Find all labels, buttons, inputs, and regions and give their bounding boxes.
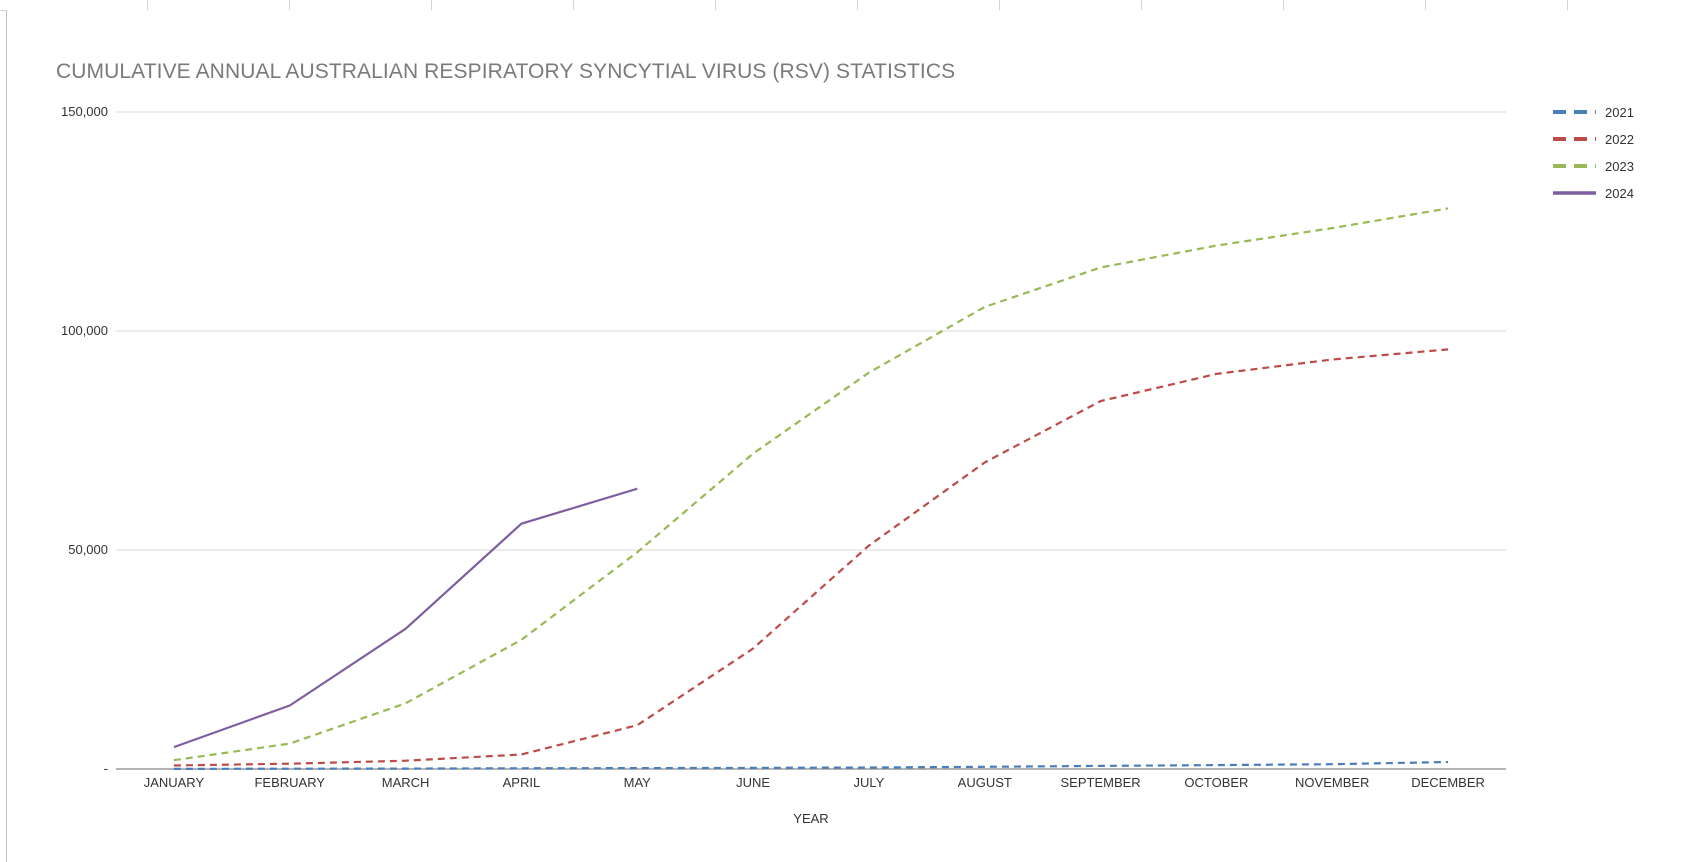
x-tick-label: FEBRUARY xyxy=(254,775,325,790)
y-tick-label: 150,000 xyxy=(61,104,108,119)
grid-column-line xyxy=(715,0,716,10)
series-line-2022[interactable] xyxy=(173,348,1449,767)
grid-column-line xyxy=(999,0,1000,10)
grid-column-line xyxy=(573,0,574,10)
x-tick-label: NOVEMBER xyxy=(1295,775,1369,790)
legend-label: 2021 xyxy=(1605,105,1634,120)
legend-label: 2023 xyxy=(1605,159,1634,174)
y-tick-label: 50,000 xyxy=(68,542,108,557)
series-line-2023[interactable] xyxy=(173,207,1449,762)
x-tick-label: APRIL xyxy=(503,775,541,790)
grid-column-line xyxy=(857,0,858,10)
x-tick-label: JUNE xyxy=(736,775,770,790)
legend-label: 2022 xyxy=(1605,132,1634,147)
grid-column-line xyxy=(1283,0,1284,10)
grid-column-line xyxy=(1141,0,1142,10)
grid-column-line xyxy=(147,0,148,10)
x-tick-label: JANUARY xyxy=(144,775,205,790)
grid-column-line xyxy=(1425,0,1426,10)
y-tick-label: - xyxy=(104,761,108,776)
x-tick-label: DECEMBER xyxy=(1411,775,1485,790)
x-tick-label: MARCH xyxy=(382,775,430,790)
x-tick-label: MAY xyxy=(624,775,652,790)
grid-column-line xyxy=(289,0,290,10)
series-line-2021[interactable] xyxy=(173,760,1449,771)
series-line-2024[interactable] xyxy=(173,487,638,749)
grid-column-line xyxy=(431,0,432,10)
grid-column-line xyxy=(1567,0,1568,10)
chart-title: CUMULATIVE ANNUAL AUSTRALIAN RESPIRATORY… xyxy=(56,60,956,83)
x-tick-label: OCTOBER xyxy=(1184,775,1248,790)
legend-label: 2024 xyxy=(1605,186,1634,201)
x-tick-label: SEPTEMBER xyxy=(1060,775,1140,790)
x-tick-label: JULY xyxy=(854,775,885,790)
chart-area[interactable]: CUMULATIVE ANNUAL AUSTRALIAN RESPIRATORY… xyxy=(6,10,1689,862)
y-tick-label: 100,000 xyxy=(61,323,108,338)
x-tick-label: AUGUST xyxy=(958,775,1012,790)
x-axis-title: YEAR xyxy=(793,811,828,826)
